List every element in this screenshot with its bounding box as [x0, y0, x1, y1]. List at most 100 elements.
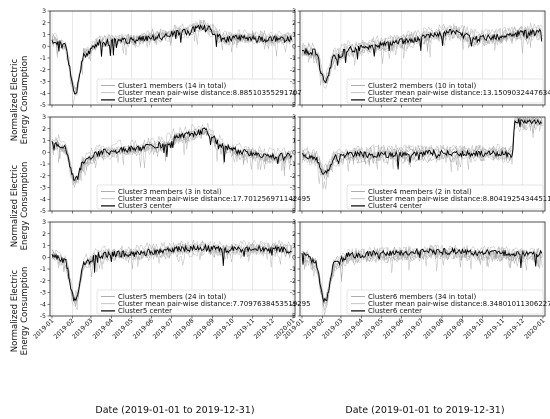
y-tick-label: -1	[290, 266, 296, 273]
y-tick-label: 1	[292, 138, 296, 145]
x-tick-label: 2019-06	[382, 317, 405, 340]
y-tick-label: 0	[292, 254, 296, 261]
y-tick-label: -2	[290, 67, 296, 74]
y-tick-label: 2	[292, 231, 296, 238]
center-series-line	[51, 243, 293, 302]
y-tick-label: -5	[290, 102, 296, 109]
legend: Cluster1 members (14 in total)Cluster me…	[96, 78, 302, 104]
y-tick-label: -1	[40, 161, 46, 168]
y-tick-label: -3	[290, 290, 296, 297]
y-tick-label: -5	[40, 102, 46, 109]
x-tick-label: 2019-07	[402, 317, 425, 340]
y-tick-label: 0	[42, 254, 46, 261]
legend-box	[346, 78, 544, 104]
legend-entry: Cluster6 center	[368, 307, 422, 315]
x-tick-label: 2019-10	[462, 317, 485, 340]
y-tick-label: -1	[40, 266, 46, 273]
legend: Cluster6 members (34 in total)Cluster me…	[346, 289, 550, 315]
legend-entry: Cluster2 members (10 in total)	[368, 82, 476, 90]
y-tick-label: -2	[40, 173, 46, 180]
y-tick-label: -2	[290, 278, 296, 285]
member-series-line	[301, 116, 543, 174]
y-tick-label: 3	[42, 114, 46, 121]
y-tick-label: 1	[42, 243, 46, 250]
member-series-line	[301, 30, 543, 89]
legend: Cluster5 members (24 in total)Cluster me…	[96, 289, 311, 315]
x-tick-label: 2019-08	[172, 317, 195, 340]
member-series-line	[51, 123, 293, 180]
x-tick-label: 2019-11	[233, 317, 256, 340]
x-tick-label: 2019-03	[71, 317, 94, 340]
member-series-line	[301, 244, 543, 302]
center-series-line	[301, 246, 543, 303]
member-series-line	[51, 25, 293, 92]
y-axis-label-mid-line2: Energy Consumption	[20, 162, 30, 251]
y-tick-label: -2	[290, 173, 296, 180]
x-tick-label: 2019-12	[503, 317, 526, 340]
legend-entry: Cluster1 members (14 in total)	[118, 82, 226, 90]
y-tick-label: -4	[290, 196, 296, 203]
y-tick-label: 1	[292, 243, 296, 250]
legend-entry: Cluster mean pair-wise distance:7.709763…	[118, 300, 311, 308]
x-tick-label: 2019-01	[32, 317, 55, 340]
y-tick-label: -5	[40, 313, 46, 320]
x-tick-label: 2020-01	[523, 317, 546, 340]
y-tick-label: -5	[290, 313, 296, 320]
y-tick-label: -5	[40, 208, 46, 215]
legend-entry: Cluster5 members (24 in total)	[118, 293, 226, 301]
panel-2: -5 -4 -3 -2 -1 0 1 2 3 Cluster2 members (10 in to…	[290, 8, 550, 109]
y-tick-label: 3	[42, 219, 46, 226]
x-tick-label: 2019-09	[193, 317, 216, 340]
y-tick-label: 2	[42, 231, 46, 238]
legend-entry: Cluster5 center	[118, 307, 172, 315]
legend-entry: Cluster mean pair-wise distance:8.348010…	[368, 300, 550, 308]
panel-6: -5-4-3-2-101232019-012019-022019-032019-…	[282, 219, 550, 340]
y-tick-label: -3	[290, 79, 296, 86]
y-tick-label: 3	[292, 114, 296, 121]
center-series-line	[51, 24, 293, 95]
y-tick-label: -4	[40, 196, 46, 203]
y-tick-label: -3	[40, 79, 46, 86]
member-series-line	[301, 120, 543, 190]
y-axis-label-bottom-line1: Normalized Electric	[10, 269, 20, 352]
y-tick-label: -4	[40, 301, 46, 308]
legend-box	[96, 184, 294, 210]
x-tick-label: 2019-10	[212, 317, 235, 340]
legend-box	[96, 289, 294, 315]
member-series-line	[301, 118, 543, 179]
y-tick-label: 0	[292, 43, 296, 50]
y-tick-label: -5	[290, 208, 296, 215]
panel-4: -5 -4 -3 -2 -1 0 1 2 3 Cluster4 members (2 in tot…	[290, 114, 550, 215]
y-tick-label: 1	[42, 32, 46, 39]
x-tick-label: 2019-04	[342, 317, 365, 340]
y-tick-label: 3	[292, 219, 296, 226]
legend-entry: Cluster3 members (3 in total)	[118, 188, 222, 196]
legend-entry: Cluster2 center	[368, 96, 422, 104]
x-tick-label: 2019-08	[422, 317, 445, 340]
y-tick-label: 3	[292, 8, 296, 15]
y-tick-label: -2	[40, 278, 46, 285]
legend-entry: Cluster4 members (2 in total)	[368, 188, 472, 196]
y-tick-label: -4	[40, 90, 46, 97]
x-tick-label: 2019-03	[321, 317, 344, 340]
legend-box	[96, 78, 294, 104]
y-tick-label: -4	[290, 90, 296, 97]
y-tick-label: 3	[42, 8, 46, 15]
y-tick-label: -3	[40, 185, 46, 192]
legend: Cluster3 members (3 in total)Cluster mea…	[96, 184, 311, 210]
x-tick-label: 2019-12	[253, 317, 276, 340]
y-tick-label: 0	[42, 149, 46, 156]
legend-entry: Cluster mean pair-wise distance:17.70125…	[118, 195, 311, 203]
member-series-line	[301, 249, 543, 311]
legend: Cluster2 members (10 in total)Cluster me…	[346, 78, 550, 104]
y-tick-label: -3	[40, 290, 46, 297]
legend: Cluster4 members (2 in total)Cluster mea…	[346, 184, 550, 210]
legend-entry: Cluster1 center	[118, 96, 172, 104]
x-axis-label-left: Date (2019-01-01 to 2019-12-31)	[95, 405, 254, 416]
y-tick-label: -3	[290, 185, 296, 192]
y-tick-label: -1	[290, 161, 296, 168]
y-tick-label: -2	[40, 67, 46, 74]
legend-entry: Cluster mean pair-wise distance:13.15090…	[368, 89, 550, 97]
y-tick-label: 1	[292, 32, 296, 39]
